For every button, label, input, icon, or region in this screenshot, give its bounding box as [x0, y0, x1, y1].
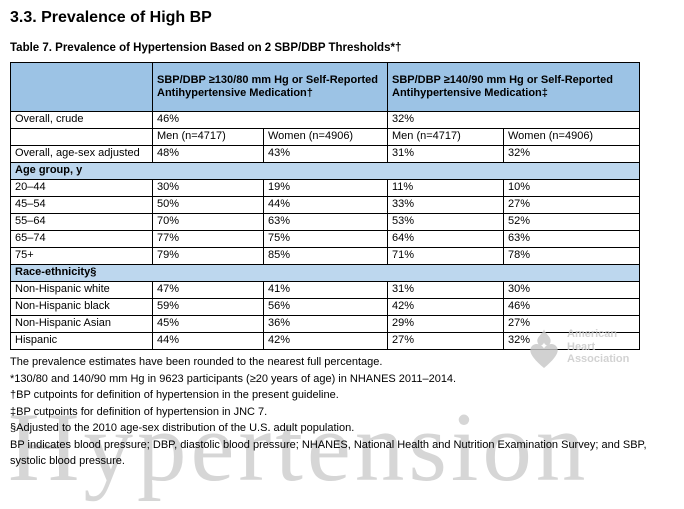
- row-label: [10, 128, 153, 146]
- value-cell: 30%: [152, 179, 264, 197]
- value-cell: 32%: [387, 111, 640, 129]
- value-cell: 11%: [387, 179, 504, 197]
- header-row: SBP/DBP ≥130/80 mm Hg or Self-Reported A…: [10, 62, 640, 112]
- value-cell: 46%: [503, 298, 640, 316]
- value-cell: 70%: [152, 213, 264, 231]
- value-cell: 59%: [152, 298, 264, 316]
- value-cell: 47%: [152, 281, 264, 299]
- footnote-line: †BP cutpoints for definition of hyperten…: [10, 389, 339, 401]
- value-cell: 42%: [263, 332, 388, 350]
- page-content: 3.3. Prevalence of High BP Table 7. Prev…: [0, 9, 668, 470]
- value-cell: 75%: [263, 230, 388, 248]
- value-cell: 46%: [152, 111, 388, 129]
- footnote-line: The prevalence estimates have been round…: [10, 356, 383, 368]
- value-cell: 56%: [263, 298, 388, 316]
- value-cell: 44%: [263, 196, 388, 214]
- table-row: Non-Hispanic Asian 45% 36% 29% 27%: [10, 315, 640, 333]
- section-row: Age group, y: [10, 162, 640, 180]
- footnote-line: BP indicates blood pressure; DBP, diasto…: [10, 438, 647, 468]
- value-cell: 43%: [263, 145, 388, 163]
- value-cell: 50%: [152, 196, 264, 214]
- prevalence-table: SBP/DBP ≥130/80 mm Hg or Self-Reported A…: [10, 62, 640, 350]
- header-empty-cell: [10, 62, 153, 112]
- table-row: 45–54 50% 44% 33% 27%: [10, 196, 640, 214]
- value-cell: 63%: [263, 213, 388, 231]
- table-header: SBP/DBP ≥130/80 mm Hg or Self-Reported A…: [10, 62, 640, 112]
- footnote-line: *130/80 and 140/90 mm Hg in 9623 partici…: [10, 372, 457, 385]
- row-label: Non-Hispanic Asian: [10, 315, 153, 333]
- row-label: 45–54: [10, 196, 153, 214]
- value-cell: Men (n=4717): [152, 128, 264, 146]
- table-row: Overall, age-sex adjusted 48% 43% 31% 32%: [10, 145, 640, 163]
- value-cell: 32%: [503, 145, 640, 163]
- footnotes: The prevalence estimates have been round…: [0, 350, 668, 470]
- value-cell: 48%: [152, 145, 264, 163]
- section-label: Race-ethnicity§: [10, 264, 640, 282]
- table-row: 55–64 70% 63% 53% 52%: [10, 213, 640, 231]
- table-caption: Table 7. Prevalence of Hypertension Base…: [10, 42, 402, 54]
- table-row: Men (n=4717) Women (n=4906) Men (n=4717) Wo…: [10, 128, 640, 146]
- row-label: 75+: [10, 247, 153, 265]
- header-threshold-140-90: SBP/DBP ≥140/90 mm Hg or Self-Reported A…: [387, 62, 640, 112]
- value-cell: 41%: [263, 281, 388, 299]
- table-row: 65–74 77% 75% 64% 63%: [10, 230, 640, 248]
- value-cell: 79%: [152, 247, 264, 265]
- value-cell: 27%: [503, 196, 640, 214]
- table-row: Non-Hispanic black 59% 56% 42% 46%: [10, 298, 640, 316]
- row-label: Overall, age-sex adjusted: [10, 145, 153, 163]
- row-label: 65–74: [10, 230, 153, 248]
- table-row: 75+ 79% 85% 71% 78%: [10, 247, 640, 265]
- value-cell: 33%: [387, 196, 504, 214]
- value-cell: 64%: [387, 230, 504, 248]
- footnote-line: ‡BP cutpoints for definition of hyperten…: [10, 405, 268, 418]
- value-cell: 52%: [503, 213, 640, 231]
- value-cell: 63%: [503, 230, 640, 248]
- row-label: Hispanic: [10, 332, 153, 350]
- value-cell: 85%: [263, 247, 388, 265]
- footnote-line: §Adjusted to the 2010 age-sex distributi…: [10, 422, 355, 434]
- value-cell: 53%: [387, 213, 504, 231]
- section-heading: 3.3. Prevalence of High BP: [10, 9, 212, 26]
- value-cell: Women (n=4906): [503, 128, 640, 146]
- journal-watermark: Hypertension: [8, 393, 590, 502]
- table-row: 20–44 30% 19% 11% 10%: [10, 179, 640, 197]
- value-cell: 27%: [503, 315, 640, 333]
- value-cell: 45%: [152, 315, 264, 333]
- value-cell: 29%: [387, 315, 504, 333]
- table-row: Overall, crude 46% 32%: [10, 111, 640, 129]
- value-cell: Men (n=4717): [387, 128, 504, 146]
- section-label: Age group, y: [10, 162, 640, 180]
- header-threshold-130-80: SBP/DBP ≥130/80 mm Hg or Self-Reported A…: [152, 62, 388, 112]
- row-label: Non-Hispanic white: [10, 281, 153, 299]
- value-cell: 27%: [387, 332, 504, 350]
- row-label: 20–44: [10, 179, 153, 197]
- value-cell: 71%: [387, 247, 504, 265]
- table-row: Hispanic 44% 42% 27% 32%: [10, 332, 640, 350]
- value-cell: 19%: [263, 179, 388, 197]
- value-cell: 10%: [503, 179, 640, 197]
- value-cell: 31%: [387, 145, 504, 163]
- value-cell: 30%: [503, 281, 640, 299]
- value-cell: 36%: [263, 315, 388, 333]
- table-body: Overall, crude 46% 32% Men (n=4717) Women (n…: [10, 111, 640, 350]
- value-cell: 44%: [152, 332, 264, 350]
- value-cell: 78%: [503, 247, 640, 265]
- value-cell: 42%: [387, 298, 504, 316]
- section-row: Race-ethnicity§: [10, 264, 640, 282]
- row-label: 55–64: [10, 213, 153, 231]
- row-label: Overall, crude: [10, 111, 153, 129]
- table-row: Non-Hispanic white 47% 41% 31% 30%: [10, 281, 640, 299]
- value-cell: 77%: [152, 230, 264, 248]
- value-cell: 31%: [387, 281, 504, 299]
- value-cell: 32%: [503, 332, 640, 350]
- value-cell: Women (n=4906): [263, 128, 388, 146]
- row-label: Non-Hispanic black: [10, 298, 153, 316]
